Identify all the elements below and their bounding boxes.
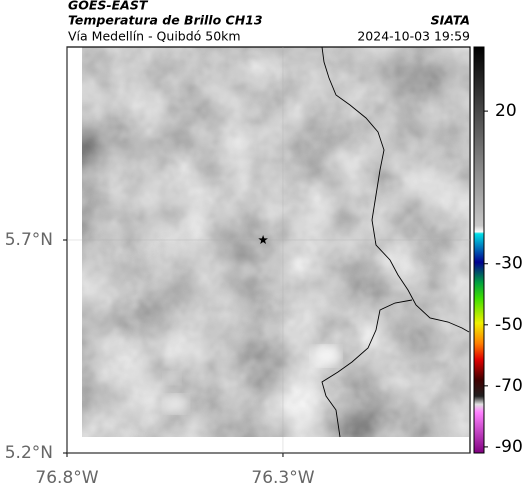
product: Temperatura de Brillo CH13 xyxy=(68,13,263,28)
x-tick-label: 76.3°W xyxy=(251,468,314,488)
cold-spot xyxy=(312,346,340,366)
x-tick-label: 76.8°W xyxy=(35,468,98,488)
location-marker xyxy=(258,235,268,244)
boundaries xyxy=(321,46,470,438)
satellite-image xyxy=(82,47,469,437)
cold-spot xyxy=(164,372,180,384)
y-tick-label: 5.7°N xyxy=(5,230,53,250)
raster xyxy=(82,47,469,437)
colorbar-tick-label: -30 xyxy=(495,254,523,274)
colorbar-tick-label: -90 xyxy=(495,437,523,457)
region: Vía Medellín - Quibdó 50km xyxy=(68,29,241,44)
colorbar xyxy=(473,46,485,454)
source: SIATA xyxy=(431,13,470,28)
colorbar-tick-label: -70 xyxy=(495,376,523,396)
datetime: 2024-10-03 19:59 xyxy=(357,29,470,44)
colorbar-tick-label: 20 xyxy=(495,101,517,121)
y-tick-label: 5.2°N xyxy=(5,443,53,463)
cold-spot xyxy=(164,395,188,413)
satellite: GOES-EAST xyxy=(68,0,149,13)
colorbar-tick-label: -50 xyxy=(495,315,523,335)
